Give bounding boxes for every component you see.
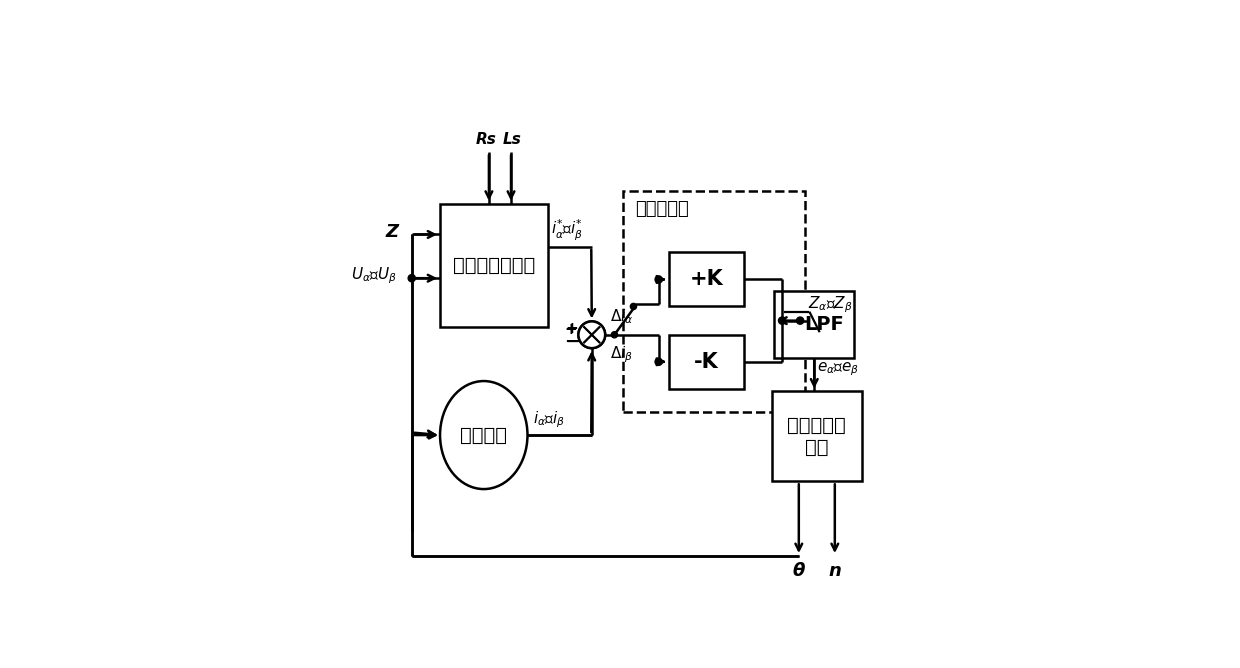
Ellipse shape bbox=[440, 381, 527, 489]
Text: $U_{\alpha}$、$U_{\beta}$: $U_{\alpha}$、$U_{\beta}$ bbox=[351, 266, 397, 287]
Text: θ: θ bbox=[792, 562, 805, 580]
Text: 角度、速度
计算: 角度、速度 计算 bbox=[787, 416, 846, 457]
Text: 滑模控制器: 滑模控制器 bbox=[635, 200, 689, 218]
Circle shape bbox=[779, 317, 786, 324]
Bar bbox=[622, 191, 805, 412]
Text: 数字化电机模型: 数字化电机模型 bbox=[453, 256, 536, 275]
Bar bbox=[668, 335, 744, 389]
Text: $i_{\alpha}^{*}$、$i_{\beta}^{*}$: $i_{\alpha}^{*}$、$i_{\beta}^{*}$ bbox=[551, 218, 583, 242]
Circle shape bbox=[611, 332, 618, 338]
Text: $e_{\alpha}$、$e_{\beta}$: $e_{\alpha}$、$e_{\beta}$ bbox=[817, 361, 859, 378]
Circle shape bbox=[796, 317, 804, 324]
Text: 永磁电机: 永磁电机 bbox=[460, 426, 507, 445]
Circle shape bbox=[578, 321, 605, 348]
Bar bbox=[774, 291, 854, 358]
Text: $Z_{\alpha}$、$Z_{\beta}$: $Z_{\alpha}$、$Z_{\beta}$ bbox=[807, 295, 853, 315]
Text: $\Delta i_{\alpha}$: $\Delta i_{\alpha}$ bbox=[610, 307, 634, 325]
Bar bbox=[440, 204, 548, 327]
Text: Z: Z bbox=[386, 223, 399, 241]
Text: −: − bbox=[564, 333, 580, 351]
Circle shape bbox=[578, 321, 605, 348]
Text: Rs: Rs bbox=[476, 132, 497, 147]
Text: +K: +K bbox=[689, 269, 723, 289]
Bar bbox=[668, 253, 744, 307]
Text: n: n bbox=[828, 562, 841, 580]
Circle shape bbox=[655, 276, 662, 283]
Text: $\Delta i_{\beta}$: $\Delta i_{\beta}$ bbox=[610, 344, 634, 365]
Text: +: + bbox=[565, 321, 579, 336]
Text: LPF: LPF bbox=[804, 315, 843, 334]
Text: +: + bbox=[565, 322, 578, 337]
Circle shape bbox=[408, 275, 415, 282]
Text: −: − bbox=[564, 333, 579, 351]
Text: Ls: Ls bbox=[502, 132, 522, 147]
Circle shape bbox=[655, 358, 662, 365]
Circle shape bbox=[630, 303, 636, 309]
Bar bbox=[771, 391, 862, 482]
Text: $i_{\alpha}$、$i_{\beta}$: $i_{\alpha}$、$i_{\beta}$ bbox=[533, 409, 564, 430]
Text: -K: -K bbox=[694, 352, 719, 372]
